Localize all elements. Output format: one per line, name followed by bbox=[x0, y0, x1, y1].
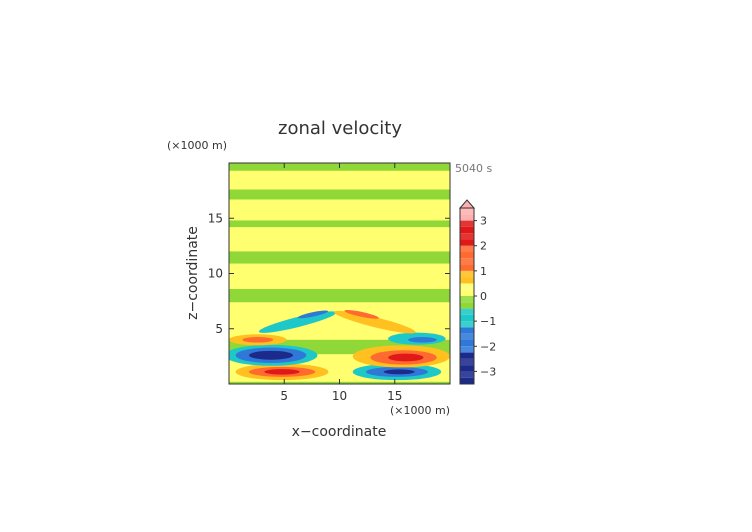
colorbar-tick-label-3: 0 bbox=[480, 290, 487, 303]
field-anomaly-8 bbox=[258, 311, 337, 333]
colorbar-cell-2 bbox=[460, 365, 474, 372]
colorbar-cell-22 bbox=[460, 239, 474, 246]
field-band-3 bbox=[229, 263, 450, 289]
field-band-2 bbox=[229, 227, 450, 252]
colorbar-cell-4 bbox=[460, 352, 474, 359]
colorbar-cell-21 bbox=[460, 245, 474, 252]
x-tick-label-1: 10 bbox=[332, 389, 347, 403]
field-band-1 bbox=[229, 199, 450, 221]
colorbar-tick-label-1: 2 bbox=[480, 240, 487, 253]
colorbar-cell-11 bbox=[460, 308, 474, 315]
field-anomaly-5 bbox=[248, 350, 294, 360]
y-unit-label: (×1000 m) bbox=[167, 139, 227, 152]
colorbar-cell-13 bbox=[460, 296, 474, 303]
colorbar-cell-0 bbox=[460, 377, 474, 384]
colorbar-cell-23 bbox=[460, 233, 474, 240]
field-anomaly-19 bbox=[344, 310, 379, 319]
colorbar-cell-17 bbox=[460, 270, 474, 278]
y-axis: 5 10 15 bbox=[208, 211, 450, 336]
colorbar-tick-label-2: 1 bbox=[480, 265, 487, 278]
field-anomaly-18 bbox=[334, 310, 416, 334]
y-tick-label-2: 15 bbox=[208, 211, 223, 225]
x-tick-label-0: 5 bbox=[280, 389, 288, 403]
x-tick-label-2: 15 bbox=[387, 389, 402, 403]
colorbar-cell-12 bbox=[460, 302, 474, 309]
colorbar-cell-26 bbox=[460, 214, 474, 221]
field-anomaly-15 bbox=[388, 353, 424, 362]
colorbar-tick-label-0: 3 bbox=[480, 215, 487, 228]
colorbar-tick-label-4: −1 bbox=[480, 315, 496, 328]
x-axis: 5 10 15 bbox=[280, 163, 402, 403]
colorbar-cell-3 bbox=[460, 358, 474, 366]
field-anomaly-9 bbox=[297, 310, 329, 319]
colorbar-cell-6 bbox=[460, 340, 474, 347]
colorbar-cell-16 bbox=[460, 277, 474, 284]
colorbar-cell-18 bbox=[460, 264, 474, 271]
colorbar-cell-5 bbox=[460, 346, 474, 353]
x-axis-label: x−coordinate bbox=[292, 424, 387, 440]
field-band-0 bbox=[229, 170, 450, 190]
colorbar-cell-25 bbox=[460, 220, 474, 227]
field-anomaly-7 bbox=[242, 337, 274, 343]
colorbar-cell-1 bbox=[460, 371, 474, 378]
colorbar-cell-9 bbox=[460, 321, 474, 328]
colorbar-cell-24 bbox=[460, 226, 474, 234]
chart-title: zonal velocity bbox=[278, 118, 402, 139]
field-anomaly-12 bbox=[383, 369, 415, 375]
colorbar-cell-20 bbox=[460, 252, 474, 259]
x-unit-label: (×1000 m) bbox=[390, 404, 450, 417]
colorbar: 3 2 1 0 −1 −2 −3 bbox=[458, 199, 496, 385]
colorbar-cell-14 bbox=[460, 289, 474, 296]
colorbar-cell-27 bbox=[460, 208, 474, 215]
time-label: 5040 s bbox=[455, 162, 492, 175]
colorbar-tick-label-5: −2 bbox=[480, 340, 496, 353]
y-tick-label-0: 5 bbox=[215, 322, 223, 336]
colorbar-cell-8 bbox=[460, 327, 474, 334]
heatmap-field bbox=[229, 163, 450, 384]
colorbar-tick-label-6: −3 bbox=[480, 365, 496, 378]
y-tick-label-1: 10 bbox=[208, 267, 223, 281]
colorbar-extend-arrow bbox=[458, 199, 476, 209]
field-anomaly-2 bbox=[264, 369, 300, 375]
colorbar-cell-7 bbox=[460, 333, 474, 340]
colorbar-cell-15 bbox=[460, 283, 474, 290]
colorbar-cell-19 bbox=[460, 258, 474, 265]
field-anomaly-17 bbox=[408, 337, 437, 343]
y-axis-label: z−coordinate bbox=[185, 226, 201, 320]
colorbar-cell-10 bbox=[460, 314, 474, 322]
